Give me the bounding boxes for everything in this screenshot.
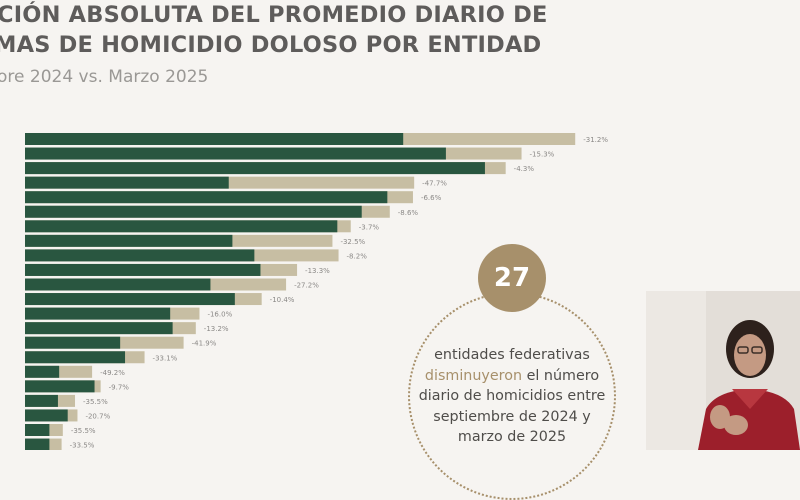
bar-2025-11 [25,278,211,291]
bar-2025-16 [25,351,126,364]
bar-2025-19 [25,394,58,407]
bar-2025-12 [25,293,235,306]
data-label-15: -41.9% [192,340,217,348]
data-label-17: -49.2% [100,369,125,377]
data-label-9: -8.2% [347,252,368,260]
title-block: CIÓN ABSOLUTA DEL PROMEDIO DIARIO DE MAS… [0,0,800,100]
bar-2025-5 [25,191,388,204]
bar-2025-14 [25,322,173,335]
data-label-18: -9.7% [109,383,130,391]
data-label-2: -15.3% [530,151,555,159]
chart-title-line-1: CIÓN ABSOLUTA DEL PROMEDIO DIARIO DE [0,2,548,28]
data-label-5: -6.6% [421,194,442,202]
presenter-video-inset [646,291,800,450]
presenter-figure-icon [646,291,800,450]
bar-2025-22 [25,438,50,450]
data-label-3: -4.3% [514,165,535,173]
data-label-21: -35.5% [71,427,96,435]
data-label-20: -20.7% [85,412,110,420]
chart-title-line-2: MAS DE HOMICIDIO DOLOSO POR ENTIDAD [0,32,542,58]
data-label-11: -27.2% [294,282,319,290]
bar-2025-4 [25,176,229,189]
bar-2025-1 [25,133,404,145]
bar-2025-21 [25,424,50,436]
data-label-1: -31.2% [583,136,608,144]
data-label-7: -3.7% [359,223,380,231]
data-label-22: -33.5% [70,442,95,450]
bar-2025-2 [25,147,446,160]
data-label-19: -35.5% [83,398,108,406]
data-label-10: -13.3% [305,267,330,275]
data-label-4: -47.7% [422,180,447,188]
data-label-14: -13.2% [204,325,229,333]
bar-2025-3 [25,162,485,175]
data-label-16: -33.1% [153,354,178,362]
bar-2025-15 [25,336,121,349]
data-label-13: -16.0% [207,311,232,319]
bar-chart: -31.2% -15.3% -4.3% -47.7% -6.6%-8.6% -3.7% -3… [25,133,608,450]
bar-2025-13 [25,307,171,320]
bar-2025-6 [25,205,362,218]
data-label-6: -8.6% [398,209,419,217]
bar-2025-18 [25,380,95,393]
data-label-12: -10.4% [270,296,295,304]
bar-2025-8 [25,234,233,247]
bar-2025-17 [25,365,60,378]
bar-2025-20 [25,409,68,422]
bar-2025-9 [25,249,255,262]
chart-subtitle: ore 2024 vs. Marzo 2025 [0,67,209,87]
data-label-8: -32.5% [340,238,365,246]
bar-2025-10 [25,263,261,276]
bar-2025-7 [25,220,338,233]
